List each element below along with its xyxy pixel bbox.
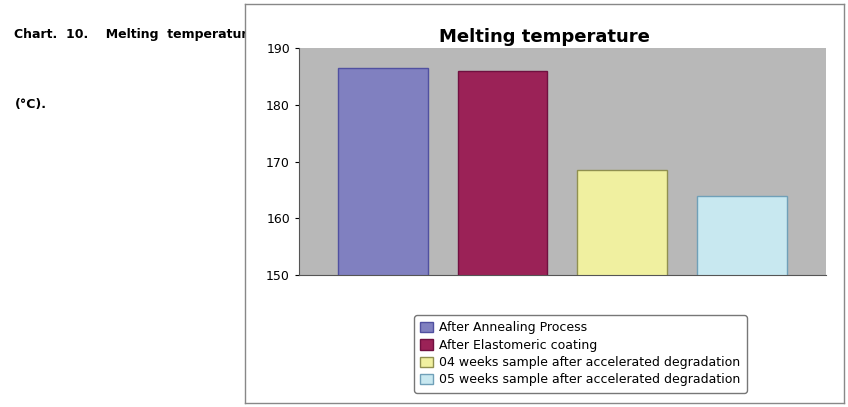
- Text: Melting temperature: Melting temperature: [439, 28, 650, 46]
- Text: (°C).: (°C).: [14, 98, 47, 111]
- Text: Chart.  10.    Melting  temperature: Chart. 10. Melting temperature: [14, 28, 256, 42]
- Bar: [338, 68, 427, 407]
- Bar: [577, 170, 667, 407]
- Bar: [697, 196, 787, 407]
- Legend: After Annealing Process, After Elastomeric coating, 04 weeks sample after accele: After Annealing Process, After Elastomer…: [414, 315, 746, 393]
- Bar: [458, 71, 548, 407]
